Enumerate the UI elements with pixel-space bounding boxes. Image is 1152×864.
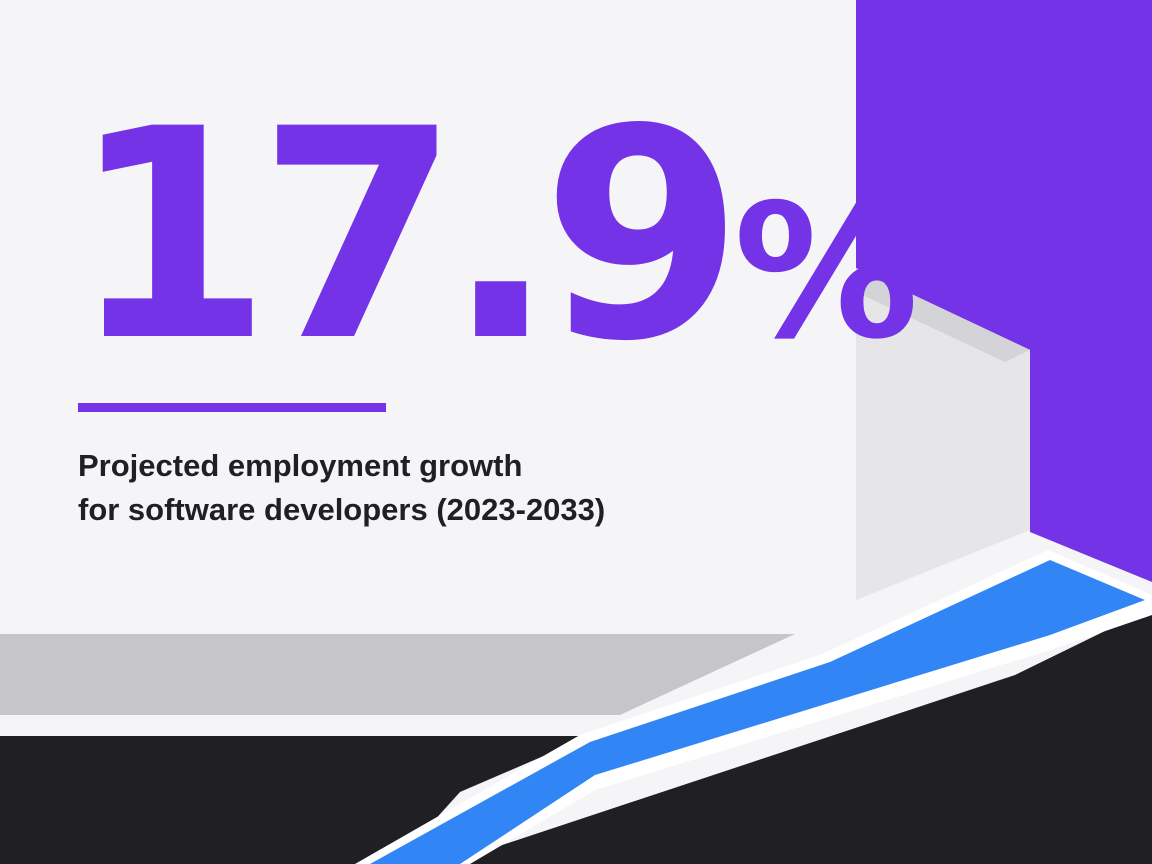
stat-value: 17.9%: [70, 92, 919, 382]
caption-line-1: Projected employment growth: [78, 448, 523, 483]
stat-caption: Projected employment growth for software…: [78, 444, 798, 532]
percent-sign: %: [733, 164, 919, 380]
dark-corner-shape: [445, 608, 1152, 864]
grey-ledge-shape: [0, 634, 795, 715]
dark-base-shape: [0, 736, 590, 864]
purple-block-shape: [856, 0, 1152, 582]
stat-number-text: 17.9: [70, 68, 744, 405]
blue-stripe-band: [370, 560, 1145, 864]
caption-line-2: for software developers (2023-2033): [78, 492, 606, 527]
accent-underline: [78, 403, 386, 412]
panel-edge-shape: [856, 268, 1030, 362]
